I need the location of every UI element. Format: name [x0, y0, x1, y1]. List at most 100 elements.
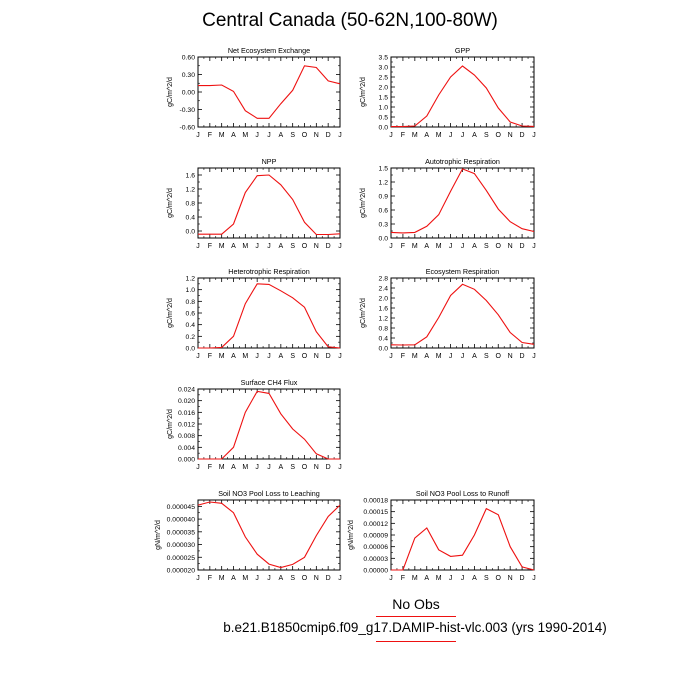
x-tick-label: A — [472, 132, 477, 139]
y-axis-label: gN/m^2/d — [155, 520, 162, 550]
x-tick-label: N — [508, 132, 513, 139]
y-tick-label: 0.000025 — [167, 555, 196, 562]
x-tick-label: F — [208, 575, 212, 582]
x-tick-label: J — [196, 243, 200, 250]
x-tick-label: D — [326, 353, 331, 360]
x-tick-label: O — [496, 353, 502, 360]
panel-title: Net Ecosystem Exchange — [228, 46, 310, 55]
y-tick-label: 0.00000 — [363, 568, 388, 575]
x-tick-label: M — [219, 132, 225, 139]
x-tick-label: N — [314, 464, 319, 471]
y-tick-label: 0.008 — [178, 433, 195, 440]
panel-title: GPP — [455, 46, 470, 55]
x-tick-label: J — [449, 243, 453, 250]
x-tick-label: J — [338, 353, 342, 360]
x-tick-label: D — [326, 464, 331, 471]
x-tick-label: A — [278, 353, 283, 360]
x-tick-label: M — [436, 132, 442, 139]
x-tick-label: A — [231, 353, 236, 360]
x-tick-label: F — [401, 575, 405, 582]
y-tick-label: 0.000 — [178, 457, 195, 464]
y-tick-label: 3.5 — [379, 55, 389, 62]
x-tick-label: J — [255, 243, 259, 250]
x-tick-label: J — [461, 132, 465, 139]
y-tick-label: -0.30 — [180, 107, 196, 114]
y-tick-label: 3.0 — [379, 65, 389, 72]
x-tick-label: A — [231, 243, 236, 250]
y-tick-label: 2.5 — [379, 75, 389, 82]
x-tick-label: N — [508, 243, 513, 250]
x-tick-label: M — [242, 464, 248, 471]
x-tick-label: M — [219, 243, 225, 250]
x-tick-label: O — [302, 575, 308, 582]
y-tick-label: 0.4 — [379, 336, 389, 343]
x-tick-label: S — [484, 575, 489, 582]
y-tick-label: 0.8 — [186, 201, 196, 208]
x-tick-label: J — [461, 353, 465, 360]
x-tick-label: S — [290, 243, 295, 250]
plot-frame — [390, 167, 535, 239]
x-tick-label: D — [520, 132, 525, 139]
x-tick-label: N — [314, 243, 319, 250]
y-tick-label: 0.012 — [178, 422, 195, 429]
legend-line-case — [376, 641, 456, 642]
y-axis-label: gC/m^2/d — [167, 298, 174, 328]
x-tick-label: D — [326, 243, 331, 250]
y-tick-label: 0.6 — [379, 208, 389, 215]
x-tick-label: N — [314, 132, 319, 139]
y-tick-label: 0.2 — [186, 334, 196, 341]
x-tick-label: M — [242, 353, 248, 360]
x-tick-label: M — [412, 132, 418, 139]
y-tick-label: 2.8 — [379, 276, 389, 283]
x-tick-label: M — [412, 243, 418, 250]
y-tick-label: 2.0 — [379, 85, 389, 92]
x-tick-label: J — [389, 353, 393, 360]
x-tick-label: J — [338, 575, 342, 582]
x-tick-label: J — [267, 132, 271, 139]
y-tick-label: 0.3 — [379, 222, 389, 229]
y-tick-label: 0.000040 — [167, 517, 196, 524]
series-line — [390, 283, 535, 346]
x-tick-label: J — [255, 132, 259, 139]
x-tick-label: F — [401, 132, 405, 139]
x-tick-label: M — [436, 575, 442, 582]
y-tick-label: 0.0 — [379, 346, 389, 353]
y-tick-label: 0.000035 — [167, 529, 196, 536]
x-tick-label: A — [424, 353, 429, 360]
series-line — [198, 174, 341, 236]
x-tick-label: F — [208, 132, 212, 139]
y-tick-label: 0.004 — [178, 445, 195, 452]
panel-title: Surface CH4 Flux — [241, 378, 298, 387]
x-tick-label: A — [278, 575, 283, 582]
y-tick-label: 0.6 — [186, 311, 196, 318]
y-tick-label: -0.60 — [180, 125, 196, 132]
x-tick-label: J — [196, 575, 200, 582]
x-tick-label: O — [496, 575, 502, 582]
y-axis-label: gC/m^2/d — [167, 77, 174, 107]
y-tick-label: 0.020 — [178, 398, 195, 405]
x-tick-label: J — [389, 575, 393, 582]
x-tick-label: O — [496, 132, 502, 139]
x-tick-label: S — [290, 464, 295, 471]
panel-title: NPP — [262, 157, 277, 166]
x-tick-label: S — [290, 575, 295, 582]
y-axis-label: gC/m^2/d — [360, 298, 367, 328]
plot-frame — [197, 388, 341, 460]
x-tick-label: A — [424, 132, 429, 139]
x-tick-label: D — [520, 243, 525, 250]
x-tick-label: J — [338, 132, 342, 139]
x-tick-label: J — [389, 243, 393, 250]
series-line — [391, 65, 535, 128]
y-axis-label: gC/m^2/d — [360, 188, 367, 218]
x-tick-label: F — [401, 353, 405, 360]
y-tick-label: 0.016 — [178, 410, 195, 417]
y-tick-label: 0.00012 — [363, 521, 388, 528]
series-line — [391, 507, 535, 571]
x-tick-label: J — [255, 464, 259, 471]
plot-frame — [390, 499, 535, 571]
